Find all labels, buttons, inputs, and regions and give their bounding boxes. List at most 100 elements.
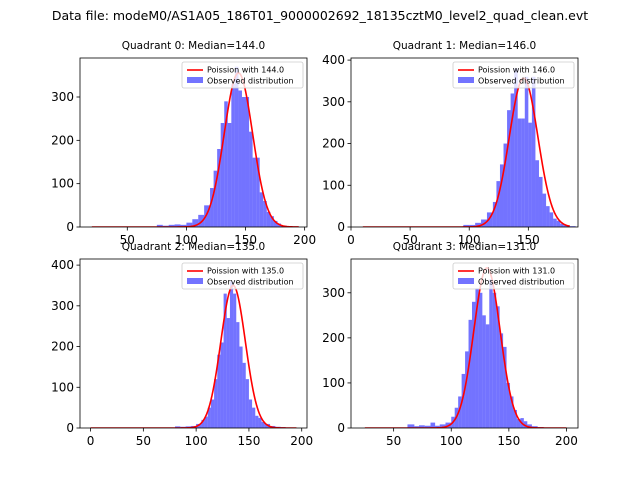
histogram-bar bbox=[510, 93, 515, 227]
histogram-bar bbox=[407, 424, 415, 428]
legend-label-observed: Observed distribution bbox=[207, 77, 294, 86]
legend-box bbox=[181, 61, 304, 89]
legend-box bbox=[452, 262, 575, 290]
histogram-bar bbox=[499, 333, 504, 428]
y-tick-label: 100 bbox=[51, 380, 74, 394]
histogram-bar bbox=[553, 218, 557, 227]
histogram-bar bbox=[458, 396, 462, 428]
histogram-bar bbox=[226, 318, 230, 428]
y-tick-label: 400 bbox=[322, 53, 345, 67]
legend: Poission with 146.0 Observed distribution bbox=[452, 61, 575, 89]
histogram-bar bbox=[424, 425, 431, 428]
histogram-bars bbox=[156, 66, 299, 227]
histogram-bar bbox=[492, 292, 497, 428]
histogram-bar bbox=[516, 418, 521, 428]
x-tick-label: 150 bbox=[517, 233, 540, 247]
histogram-bar bbox=[168, 224, 175, 227]
histogram-bar bbox=[478, 292, 483, 428]
histogram-bar bbox=[430, 422, 436, 428]
histogram-bar bbox=[238, 90, 242, 227]
legend: Poission with 131.0 Observed distribution bbox=[452, 262, 575, 290]
x-tick-label: 0 bbox=[87, 434, 95, 448]
legend-label-poisson: Poission with 144.0 bbox=[207, 66, 284, 75]
y-tick-label: 100 bbox=[322, 178, 345, 192]
x-tick-label: 200 bbox=[290, 434, 313, 448]
histogram-bar bbox=[192, 219, 199, 227]
panel-quadrant-2: Quadrant 2: Median=135.0 0 50 100 150 200 0 100… bbox=[51, 241, 313, 448]
y-tick-label: 300 bbox=[51, 90, 74, 104]
legend-label-poisson: Poission with 146.0 bbox=[478, 66, 555, 75]
histogram-bar bbox=[542, 193, 547, 227]
histogram-bar bbox=[469, 224, 476, 227]
legend-box bbox=[181, 262, 304, 290]
histogram-bar bbox=[252, 407, 256, 428]
y-tick-label: 100 bbox=[322, 376, 345, 390]
histogram-bar bbox=[523, 421, 528, 428]
histogram-bar bbox=[528, 122, 532, 227]
histogram-bar bbox=[256, 157, 260, 227]
legend-bar-swatch bbox=[187, 278, 203, 284]
histogram-bar bbox=[210, 188, 214, 227]
legend-bar-swatch bbox=[458, 278, 474, 284]
histogram-bar bbox=[439, 424, 446, 428]
histogram-bar bbox=[546, 206, 550, 227]
axes-frame bbox=[350, 258, 579, 429]
histogram-bar bbox=[241, 97, 246, 227]
histogram-bar bbox=[475, 222, 482, 227]
histogram-bar bbox=[503, 143, 508, 227]
y-tick-label: 200 bbox=[322, 137, 345, 151]
histogram-bar bbox=[245, 97, 250, 227]
histogram-bar bbox=[245, 379, 249, 428]
panel-title: Quadrant 0: Median=144.0 bbox=[122, 40, 265, 52]
poisson-curve bbox=[91, 71, 299, 227]
histogram-bar bbox=[531, 76, 536, 227]
histogram-bar bbox=[485, 324, 490, 428]
histogram-bars bbox=[463, 68, 576, 227]
histogram-bar bbox=[224, 101, 228, 227]
histogram-bar bbox=[242, 362, 246, 428]
histogram-bar bbox=[475, 288, 479, 428]
legend-label-observed: Observed distribution bbox=[207, 278, 294, 287]
histogram-bar bbox=[556, 220, 561, 227]
x-tick-label: 150 bbox=[497, 434, 520, 448]
histogram-bar bbox=[489, 279, 493, 428]
legend-bar-swatch bbox=[458, 77, 474, 83]
panel-quadrant-0: Quadrant 0: Median=144.0 50 100 150 200 0 100 2… bbox=[51, 40, 316, 247]
y-tick-label: 400 bbox=[51, 258, 74, 272]
x-tick-label: 200 bbox=[555, 434, 578, 448]
histogram-bar bbox=[233, 293, 237, 428]
histogram-bar bbox=[266, 211, 271, 227]
histogram-bar bbox=[210, 399, 215, 428]
histogram-bars bbox=[407, 279, 544, 428]
y-tick-label: 0 bbox=[66, 421, 74, 435]
histogram-bar bbox=[503, 346, 507, 428]
legend: Poission with 135.0 Observed distribution bbox=[181, 262, 304, 290]
legend-label-observed: Observed distribution bbox=[478, 278, 565, 287]
panel-quadrant-3: Quadrant 3: Median=131.0 50 100 150 200 0 100 2… bbox=[322, 241, 579, 448]
histogram-bar bbox=[463, 224, 470, 227]
histogram-bar bbox=[524, 76, 529, 227]
y-tick-label: 0 bbox=[337, 421, 345, 435]
panel-title: Quadrant 2: Median=135.0 bbox=[122, 241, 265, 253]
histogram-bar bbox=[496, 306, 500, 428]
histogram-bar bbox=[156, 224, 163, 227]
histogram-bar bbox=[538, 176, 543, 227]
histogram-bars bbox=[175, 281, 286, 428]
histogram-bar bbox=[517, 118, 522, 227]
x-tick-label: 100 bbox=[175, 233, 198, 247]
histogram-bar bbox=[482, 315, 486, 428]
legend-label-poisson: Poission with 131.0 bbox=[478, 267, 555, 276]
histogram-bar bbox=[220, 342, 224, 428]
histogram-bar bbox=[174, 224, 181, 227]
histogram-bar bbox=[465, 351, 469, 428]
histogram-bar bbox=[549, 212, 554, 227]
histogram-bar bbox=[227, 123, 232, 227]
histogram-bar bbox=[252, 157, 257, 227]
y-tick-label: 0 bbox=[66, 220, 74, 234]
axes-frame bbox=[79, 57, 308, 228]
y-tick-label: 100 bbox=[51, 177, 74, 191]
histogram-bar bbox=[217, 354, 221, 428]
histogram-bar bbox=[186, 222, 193, 227]
histogram-bar bbox=[514, 68, 518, 227]
